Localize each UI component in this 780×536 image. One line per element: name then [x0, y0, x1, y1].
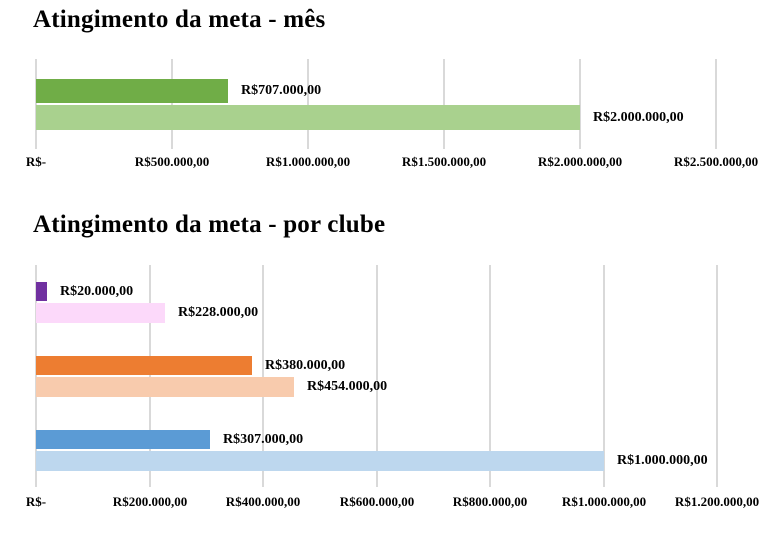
- bar-group2-series2: [36, 377, 294, 397]
- chart-atingimento-mes: Atingimento da meta - mês R$707.000,00 R$…: [0, 0, 780, 175]
- gridline: [716, 265, 718, 487]
- x-tick-label: R$2.500.000,00: [673, 154, 759, 169]
- bar-value-label: R$454.000,00: [307, 379, 388, 394]
- bar-group1-series2: [36, 105, 580, 130]
- bar-value-label: R$707.000,00: [241, 83, 322, 98]
- gridline: [262, 265, 264, 487]
- chart-title: Atingimento da meta - por clube: [33, 211, 386, 238]
- x-tick-label: R$500.000,00: [134, 154, 210, 169]
- bar-value-label: R$228.000,00: [178, 305, 259, 320]
- gridline: [376, 265, 378, 487]
- plot-area: R$707.000,00 R$2.000.000,00: [35, 59, 717, 149]
- gridline: [149, 265, 151, 487]
- x-tick-label: R$1.000.000,00: [265, 154, 351, 169]
- bar-value-label: R$307.000,00: [223, 431, 304, 447]
- x-axis: R$- R$500.000,00 R$1.000.000,00 R$1.500.000…: [26, 152, 758, 170]
- bar-group1-series1: [36, 79, 228, 103]
- x-tick-label: R$1.500.000,00: [401, 154, 487, 169]
- x-tick-label: R$-: [25, 154, 47, 169]
- chart-title: Atingimento da meta - mês: [33, 6, 326, 33]
- gridline: [715, 59, 717, 149]
- bar-group1-series2: [36, 303, 165, 323]
- bar-value-label: R$2.000.000,00: [593, 109, 684, 125]
- x-tick-label: R$800.000,00: [452, 494, 528, 509]
- x-axis: R$- R$200.000,00 R$400.000,00 R$600.000,00 R…: [26, 492, 759, 510]
- gridline: [35, 59, 37, 149]
- bar-value-label: R$380.000,00: [265, 357, 346, 373]
- gridline: [171, 59, 173, 149]
- bar-group3-series1: [36, 430, 210, 449]
- bar-value-label: R$1.000.000,00: [617, 453, 708, 468]
- x-tick-label: R$1.000.000,00: [561, 494, 647, 509]
- gridline: [579, 59, 581, 149]
- x-tick-label: R$-: [25, 494, 47, 509]
- bar-group2-series1: [36, 356, 252, 375]
- chart-atingimento-por-clube: Atingimento da meta - por clube R$20.000…: [0, 205, 780, 536]
- x-tick-label: R$2.000.000,00: [537, 154, 623, 169]
- gridline: [35, 265, 37, 487]
- gridline: [489, 265, 491, 487]
- bar-value-label: R$20.000,00: [60, 283, 134, 299]
- x-tick-label: R$400.000,00: [225, 494, 301, 509]
- gridline: [307, 59, 309, 149]
- gridline: [443, 59, 445, 149]
- plot-area: R$20.000,00 R$228.000,00 R$380.000,00 R$454…: [35, 265, 718, 487]
- bar-group3-series2: [36, 451, 604, 471]
- x-tick-label: R$200.000,00: [112, 494, 188, 509]
- x-tick-label: R$1.200.000,00: [674, 494, 760, 509]
- x-tick-label: R$600.000,00: [339, 494, 415, 509]
- gridline: [603, 265, 605, 487]
- bar-group1-series1: [36, 282, 47, 301]
